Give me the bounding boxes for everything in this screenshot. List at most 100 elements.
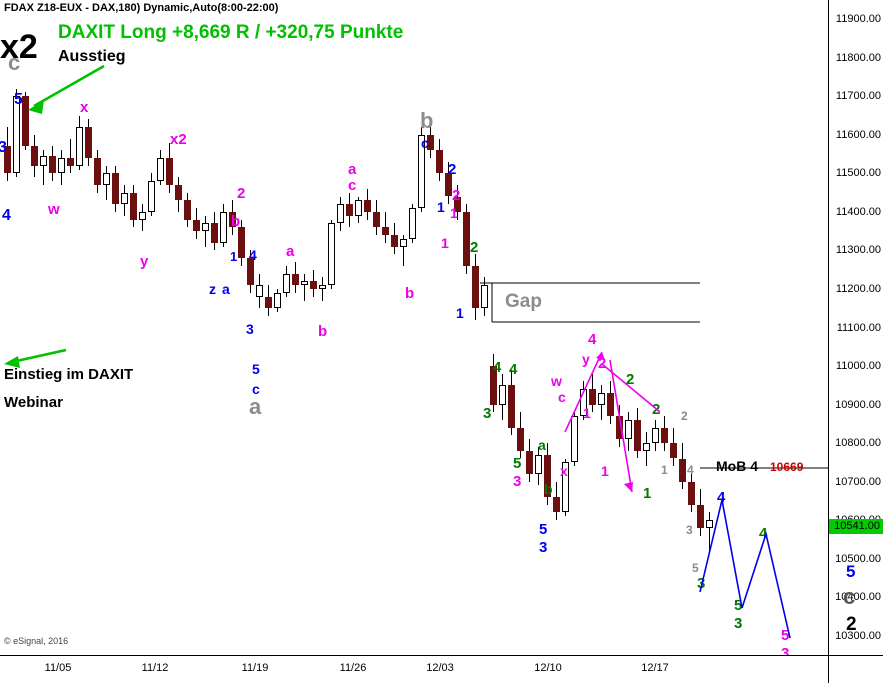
candle [571, 0, 578, 655]
wave-label: 1 [601, 463, 609, 479]
candle [382, 0, 389, 655]
candle-body [517, 427, 524, 451]
wave-label: 1 [583, 405, 591, 421]
candle [634, 0, 641, 655]
candle [301, 0, 308, 655]
time-tick: 11/05 [44, 662, 72, 674]
candle [193, 0, 200, 655]
candle-body [103, 173, 110, 185]
candle-body [553, 497, 560, 513]
candle-body [562, 462, 569, 513]
time-tick: 12/10 [534, 662, 562, 674]
price-tick: 11800.00 [835, 51, 881, 64]
candle [373, 0, 380, 655]
wave-label: a [222, 281, 230, 297]
wave-label: c [421, 135, 429, 151]
candle-body [589, 389, 596, 405]
candle [256, 0, 263, 655]
wave-label: 2 [626, 371, 635, 388]
wave-label: 2 [598, 355, 607, 372]
ausstieg-label: Ausstieg [58, 48, 126, 65]
candle-body [706, 520, 713, 528]
candle [220, 0, 227, 655]
candle-body [247, 258, 254, 286]
candle [445, 0, 452, 655]
price-tick: 10500.00 [835, 552, 881, 565]
candle [184, 0, 191, 655]
wave-label: a [538, 437, 546, 453]
candle [76, 0, 83, 655]
candle-body [499, 385, 506, 405]
wave-label: 2 [448, 161, 457, 178]
candle-body [328, 223, 335, 286]
mob-value: 10669 [770, 460, 804, 474]
wave-label: 2 [237, 185, 246, 202]
candle-body [643, 443, 650, 451]
wave-label: 5 [252, 361, 260, 377]
candle-body [175, 184, 182, 201]
time-axis[interactable]: 11/05 11/12 11/19 11/26 12/03 12/10 12/17 [0, 655, 828, 683]
time-tick: 11/19 [241, 662, 269, 674]
candle-body [121, 192, 128, 205]
wave-label: 3 [734, 615, 743, 632]
price-tick: 11200.00 [835, 282, 881, 295]
candle [310, 0, 317, 655]
candle-body [472, 265, 479, 309]
candle [400, 0, 407, 655]
gap-label: Gap [505, 291, 542, 312]
wave-label: 3 [246, 321, 254, 337]
einstieg-label-line2: Webinar [4, 394, 63, 411]
candle [355, 0, 362, 655]
candle-body [571, 416, 578, 463]
price-plot-area[interactable]: c 5 3 4 w x y x2 b 2 1 4 z a 3 5 c a a b b a c b c 2 2 1 1 1 2 1 4 4 3 5 3 a b… [0, 0, 828, 656]
wave-label: w [48, 201, 60, 218]
candle-body [382, 227, 389, 236]
price-tick: 11400.00 [835, 205, 881, 218]
candle-wick [403, 235, 404, 266]
candle [229, 0, 236, 655]
wave-label: 4 [249, 247, 257, 263]
wave-label: 1 [456, 305, 464, 321]
candle-body [256, 285, 263, 297]
candle-body [346, 204, 353, 216]
price-tick: 10700.00 [835, 475, 881, 488]
chart-header-title: FDAX Z18-EUX - DAX,180) Dynamic,Auto(8:0… [4, 2, 279, 14]
candle [94, 0, 101, 655]
candle-body [13, 96, 20, 174]
candle [544, 0, 551, 655]
candle-body [337, 204, 344, 224]
candle-body [76, 127, 83, 166]
candle-body [409, 208, 416, 239]
candle [508, 0, 515, 655]
wave-label: x [80, 99, 89, 116]
candle-body [697, 504, 704, 528]
candle [490, 0, 497, 655]
candle-body [526, 450, 533, 474]
wave-label: 4 [509, 361, 518, 378]
price-tick: 11700.00 [835, 90, 881, 103]
candle [238, 0, 245, 655]
wave-label: 5 [692, 561, 699, 575]
wave-label: 3 [686, 523, 693, 537]
candle-body [58, 157, 65, 174]
wave-label: y [582, 351, 590, 367]
candle [517, 0, 524, 655]
candle [688, 0, 695, 655]
price-axis[interactable]: 11900.00 11800.00 11700.00 11600.00 11500.00… [828, 0, 883, 655]
candle [22, 0, 29, 655]
wave-label: c [348, 177, 357, 194]
wave-label: 1 [437, 199, 445, 215]
wave-label: 2 [681, 409, 688, 423]
candle [607, 0, 614, 655]
candle [13, 0, 20, 655]
candle-body [688, 481, 695, 505]
time-tick: 11/26 [339, 662, 367, 674]
candle [661, 0, 668, 655]
candle [319, 0, 326, 655]
candle-body [166, 157, 173, 185]
candle-body [85, 127, 92, 158]
candle-body [310, 281, 317, 289]
wave-label: 3 [513, 473, 522, 490]
wave-label: c [252, 381, 260, 397]
price-tick: 11300.00 [835, 244, 881, 257]
